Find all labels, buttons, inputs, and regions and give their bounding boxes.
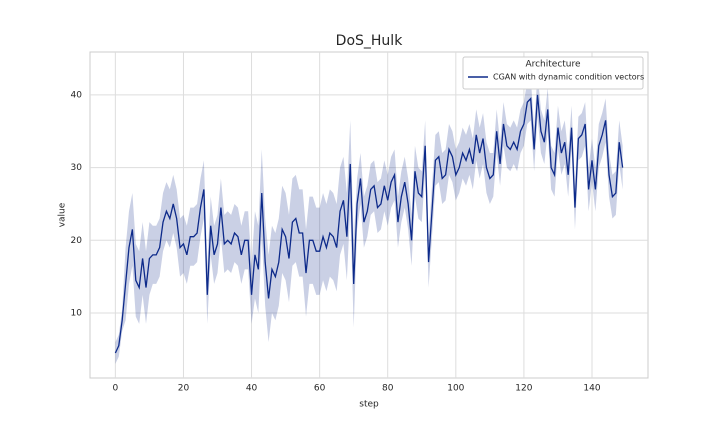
x-tick-label: 80 [382, 384, 394, 394]
y-tick-label: 10 [71, 309, 83, 319]
x-tick-label: 140 [583, 384, 600, 394]
x-axis-label: step [359, 400, 379, 410]
y-axis-label: value [58, 202, 68, 227]
x-tick-label: 60 [314, 384, 326, 394]
x-tick-label: 120 [515, 384, 532, 394]
chart-title: DoS_Hulk [336, 33, 404, 49]
y-tick-label: 40 [71, 90, 83, 100]
x-tick-label: 0 [112, 384, 118, 394]
legend: Architecture CGAN with dynamic condition… [462, 56, 644, 90]
y-tick-label: 30 [71, 163, 83, 173]
y-tick-label: 20 [71, 236, 83, 246]
x-tick-label: 20 [178, 384, 190, 394]
data-line [114, 94, 624, 354]
legend-label: CGAN with dynamic condition vectors [493, 73, 644, 82]
legend-title: Architecture [525, 60, 581, 70]
legend-box [462, 56, 644, 90]
marks [114, 73, 624, 364]
x-tick-label: 100 [447, 384, 464, 394]
grid: 0 20 40 60 80 100 120 140 10 20 30 40 [71, 52, 648, 394]
x-tick-label: 40 [246, 384, 258, 394]
